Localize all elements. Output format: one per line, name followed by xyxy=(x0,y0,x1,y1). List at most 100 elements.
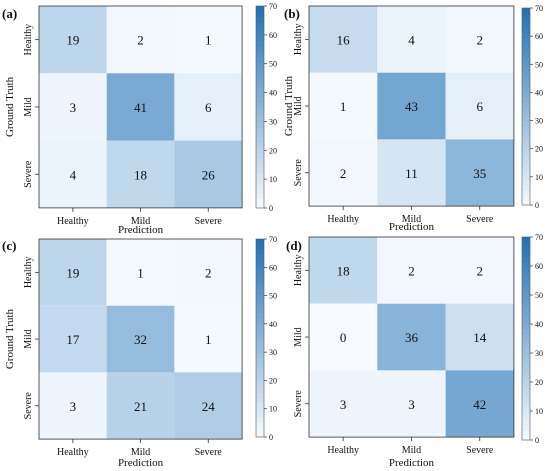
colorbar-segment xyxy=(256,26,264,32)
y-tick-label: Mild xyxy=(23,97,34,116)
colorbar-segment xyxy=(256,417,264,423)
colorbar-segment xyxy=(522,389,530,395)
colorbar-segment xyxy=(522,62,530,68)
colorbar-tick-label: 70 xyxy=(535,233,543,242)
y-tick-label: Severe xyxy=(23,160,34,188)
colorbar-segment xyxy=(522,140,530,147)
colorbar-segment xyxy=(522,399,530,406)
cell-value: 21 xyxy=(134,399,147,414)
colorbar-segment xyxy=(522,131,530,137)
cell-value: 18 xyxy=(337,263,350,278)
x-tick-label: Severe xyxy=(466,214,494,225)
colorbar-tick-label: 70 xyxy=(269,235,277,244)
colorbar-segment xyxy=(522,242,530,248)
colorbar-segment xyxy=(256,127,264,133)
colorbar-segment xyxy=(256,333,264,339)
colorbar-segment xyxy=(256,377,264,384)
colorbar-segment xyxy=(256,86,264,93)
cell-value: 6 xyxy=(477,99,484,114)
cell-severe-mild xyxy=(377,139,446,207)
colorbar-segment xyxy=(256,76,264,83)
cell-mild-mild xyxy=(106,73,175,141)
colorbar-segment xyxy=(522,200,530,206)
cell-healthy-mild xyxy=(377,6,446,73)
colorbar-segment xyxy=(256,362,264,369)
colorbar-segment xyxy=(522,313,530,319)
cell-healthy-severe xyxy=(445,237,514,304)
colorbar-segment xyxy=(256,21,264,27)
y-tick-label: Healthy xyxy=(23,257,34,289)
colorbar-segment xyxy=(256,273,264,280)
panel-label: (b) xyxy=(284,6,300,21)
cell-mild-severe xyxy=(174,305,243,373)
x-tick-label: Severe xyxy=(466,445,494,456)
colorbar-segment xyxy=(256,318,264,324)
colorbar-segment xyxy=(522,67,530,73)
colorbar-segment xyxy=(522,323,530,329)
colorbar-segment xyxy=(522,308,530,314)
cell-healthy-healthy xyxy=(39,239,107,306)
colorbar-segment xyxy=(522,363,530,370)
colorbar-segment xyxy=(256,427,264,433)
colorbar-segment xyxy=(522,424,530,431)
cell-value: 2 xyxy=(340,166,347,181)
y-tick-label: Severe xyxy=(23,392,34,420)
colorbar-segment xyxy=(522,72,530,78)
cell-value: 32 xyxy=(134,332,147,347)
cell-value: 1 xyxy=(137,265,144,280)
cell-severe-severe xyxy=(445,370,514,438)
x-tick-label: Mild xyxy=(402,445,421,456)
colorbar-segment xyxy=(256,303,264,309)
cell-severe-mild xyxy=(106,372,175,440)
cell-severe-healthy xyxy=(39,372,107,440)
cell-value: 43 xyxy=(405,99,418,114)
colorbar-segment xyxy=(522,145,530,152)
colorbar-segment xyxy=(522,180,530,186)
colorbar-segment xyxy=(522,282,530,289)
colorbar-segment xyxy=(256,372,264,379)
colorbar-segment xyxy=(256,91,264,98)
colorbar-segment xyxy=(522,81,530,88)
colorbar-tick-label: 20 xyxy=(269,146,277,155)
colorbar-segment xyxy=(256,81,264,88)
cell-severe-severe xyxy=(174,140,243,208)
colorbar-tick-label: 50 xyxy=(535,291,543,300)
colorbar-segment xyxy=(256,352,264,359)
colorbar-segment xyxy=(522,76,530,83)
cell-value: 6 xyxy=(205,100,212,115)
colorbar-segment xyxy=(522,22,530,29)
cell-mild-healthy xyxy=(309,72,378,140)
colorbar-segment xyxy=(522,409,530,416)
colorbar-segment xyxy=(522,368,530,375)
cell-value: 1 xyxy=(205,33,212,48)
colorbar-segment xyxy=(522,136,530,142)
colorbar-segment xyxy=(256,147,264,154)
x-tick-label: Severe xyxy=(195,447,223,458)
colorbar-frame xyxy=(255,238,265,438)
colorbar-segment xyxy=(522,252,530,258)
colorbar-segment xyxy=(522,419,530,426)
colorbar-segment xyxy=(256,192,264,199)
colorbar-segment xyxy=(256,202,264,209)
colorbar-tick-label: 40 xyxy=(269,320,277,329)
cell-mild-severe xyxy=(445,72,514,140)
cell-healthy-healthy xyxy=(309,6,378,73)
colorbar-segment xyxy=(522,358,530,365)
colorbar-tick-label: 0 xyxy=(535,436,539,445)
colorbar-segment xyxy=(256,402,264,408)
colorbar-segment xyxy=(522,257,530,263)
colorbar-segment xyxy=(256,308,264,314)
colorbar-segment xyxy=(522,297,530,304)
colorbar-segment xyxy=(256,107,264,113)
colorbar-segment xyxy=(522,434,530,441)
colorbar-segment xyxy=(522,126,530,132)
colorbar-segment xyxy=(256,6,264,12)
y-tick-label: Severe xyxy=(293,159,304,187)
cell-healthy-mild xyxy=(106,6,175,74)
cell-healthy-mild xyxy=(106,239,175,306)
colorbar-segment xyxy=(522,116,530,122)
x-tick-label: Healthy xyxy=(327,214,359,225)
colorbar-segment xyxy=(256,253,264,260)
